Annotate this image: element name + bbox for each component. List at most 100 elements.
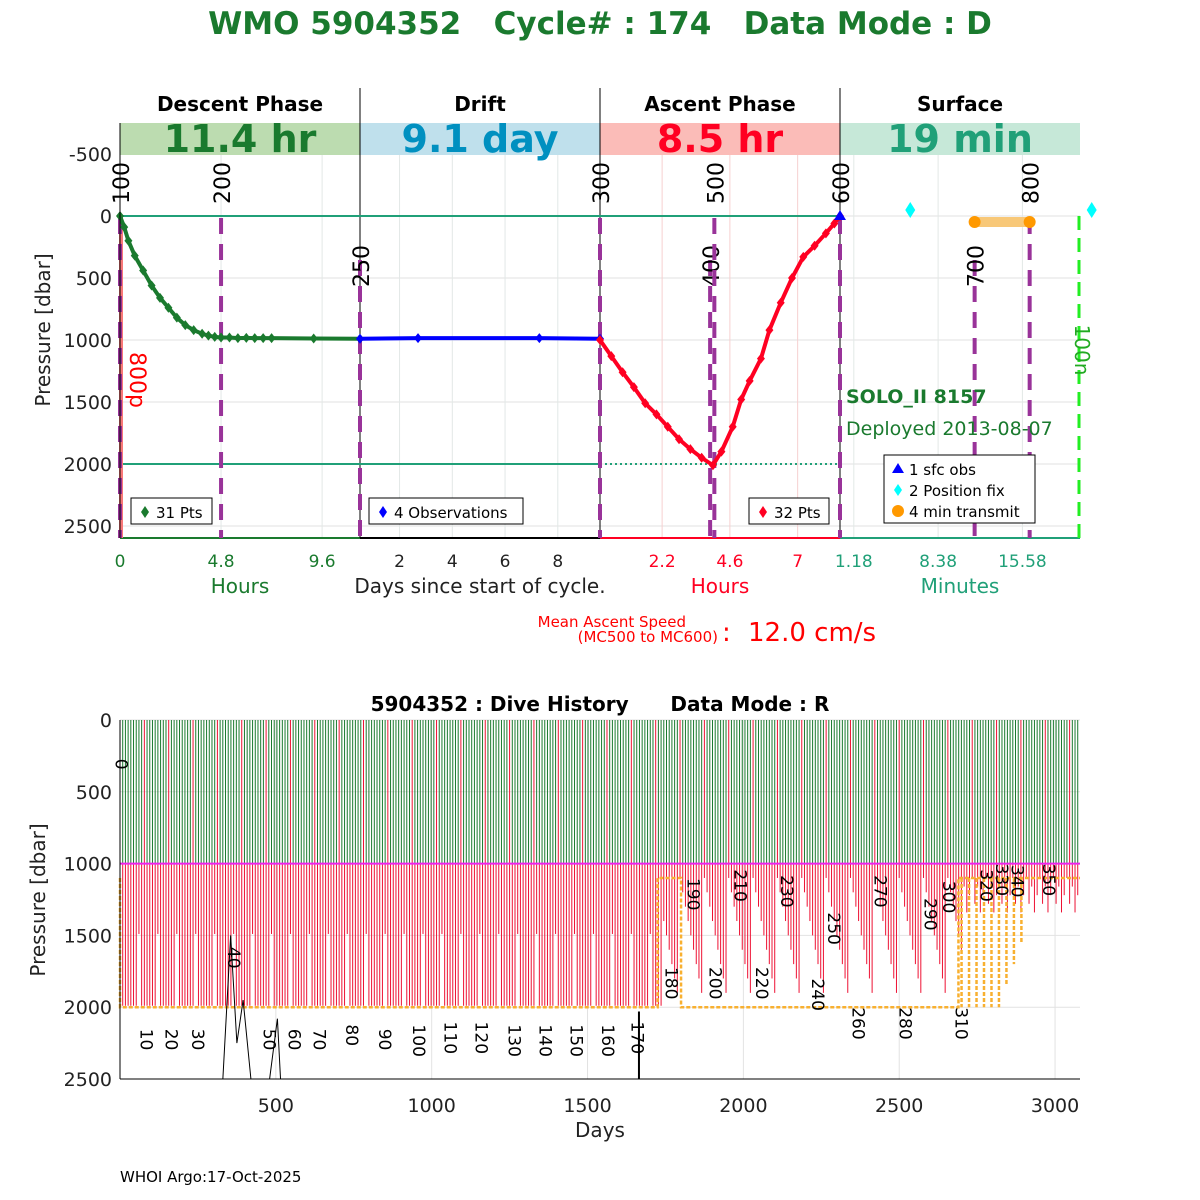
ascent-point	[641, 398, 650, 409]
phase-band	[840, 123, 1080, 155]
cycle-label: 310	[951, 1007, 971, 1039]
x-tick-label: 3000	[1031, 1095, 1079, 1117]
descent-point	[164, 302, 173, 313]
y-tick-label: 2000	[64, 997, 112, 1019]
legend-label: 2 Position fix	[909, 482, 1005, 500]
position-fix-marker	[905, 202, 916, 218]
ascent-speed-sublabel: (MC500 to MC600)	[578, 628, 718, 646]
cycle-label: 60	[284, 1029, 304, 1051]
legend-label: 32 Pts	[774, 504, 821, 522]
x-tick-label: 9.6	[309, 552, 336, 572]
x-tick-label: 4.8	[208, 552, 235, 572]
ascent-point	[728, 421, 737, 432]
phase-duration: 19 min	[887, 117, 1033, 161]
descent-point	[124, 235, 133, 246]
legend-marker	[894, 484, 902, 496]
chart-title: 5904352 : Dive History Data Mode : R	[371, 692, 830, 716]
y-tick-label: 1500	[64, 392, 112, 414]
y-tick-label: 0	[100, 206, 112, 228]
cycle-label: 0	[111, 759, 131, 770]
cycle-label: 280	[894, 1007, 914, 1039]
mission-cycle-label: 250	[350, 245, 375, 287]
ascent-point	[618, 367, 627, 378]
descent-point	[267, 333, 276, 344]
ascent-point	[821, 228, 830, 239]
cycle-label: 110	[439, 1022, 459, 1054]
ascent-speed-label: Mean Ascent Speed	[538, 613, 686, 631]
legend-marker	[379, 506, 387, 518]
descent-point	[309, 333, 318, 344]
ascent-point	[737, 394, 746, 405]
cycle-label: 50	[259, 1029, 279, 1051]
cycle-label: 120	[471, 1022, 491, 1054]
ascent-point	[765, 325, 774, 336]
float-name: SOLO_II 8157	[846, 386, 987, 408]
dive-history-chart: 0 10 20 30 40 50 60 70 80 90 100 110 120 130 140 150 160…	[26, 692, 1080, 1142]
descent-line	[118, 215, 361, 341]
cycle-label: 230	[776, 875, 796, 907]
phase-title: Surface	[917, 92, 1003, 116]
x-axis-label: Days since start of cycle.	[354, 574, 605, 598]
cycle-label: 30	[187, 1029, 207, 1051]
y-tick-label: 500	[76, 782, 112, 804]
x-axis-label: Hours	[691, 574, 750, 598]
mission-cycle-label: 600	[830, 162, 855, 204]
legend-marker	[141, 506, 149, 518]
descent-point	[139, 265, 148, 276]
cycle-label: 150	[566, 1024, 586, 1056]
mission-cycle-label: 100	[110, 162, 135, 204]
legend-marker	[892, 463, 904, 473]
y-tick-label: 2500	[64, 1069, 112, 1091]
y-tick-label: 2500	[64, 516, 112, 538]
x-tick-label: 1000	[408, 1095, 456, 1117]
ascent-speed-value: 12.0 cm/s	[748, 618, 876, 648]
ascent-point	[708, 460, 717, 471]
cycle-label: 350	[1038, 864, 1058, 896]
cycle-label: 300	[938, 881, 958, 913]
ascent-speed-colon: :	[722, 618, 731, 648]
footer-credit: WHOI Argo:17-Oct-2025	[120, 1168, 301, 1186]
ascent-point	[629, 382, 638, 393]
phase-band	[600, 123, 840, 155]
cycle-label: 180	[661, 967, 681, 999]
mission-cycle-label: 300	[590, 162, 615, 204]
ascent-point	[697, 452, 706, 463]
cycle-label: 270	[870, 875, 890, 907]
cycle-label: 290	[919, 898, 939, 930]
legend-marker	[759, 506, 767, 518]
phase-duration: 9.1 day	[402, 117, 559, 161]
mission-cycle-label: 800	[1020, 162, 1045, 204]
y-tick-label: 1000	[64, 854, 112, 876]
position-fix-marker	[1086, 202, 1097, 218]
legend-label: 1 sfc obs	[909, 461, 976, 479]
descent-point	[198, 328, 207, 339]
drift-point	[414, 333, 423, 344]
descent-point	[120, 222, 129, 233]
trajectory-trace	[269, 1018, 282, 1080]
descent-point	[217, 332, 226, 343]
cycle-label: 130	[503, 1024, 523, 1056]
mission-cycle-label: 200	[211, 162, 236, 204]
sfc-obs-marker	[834, 210, 846, 220]
y-tick-label: 1000	[64, 330, 112, 352]
descent-point	[172, 312, 181, 323]
legend-box	[368, 497, 524, 525]
descent-point	[233, 333, 242, 344]
y-tick-label: 2000	[64, 454, 112, 476]
cycle-label: 210	[729, 869, 749, 901]
x-axis-label: Days	[575, 1118, 625, 1142]
phase-band	[120, 123, 360, 155]
ascent-point	[745, 375, 754, 386]
x-tick-label: 15.58	[998, 552, 1047, 572]
x-tick-label: 500	[258, 1095, 294, 1117]
ascent-point	[830, 218, 839, 229]
legend-box	[883, 454, 1036, 524]
deploy-date: Deployed 2013-08-07	[846, 418, 1053, 440]
legend-label: 4 Observations	[394, 504, 508, 522]
x-tick-label: 2500	[875, 1095, 923, 1117]
y-axis-label: Pressure [dbar]	[26, 823, 50, 976]
ascent-point	[788, 273, 796, 283]
cycle-label: 240	[807, 978, 827, 1010]
phase-band	[360, 123, 600, 155]
